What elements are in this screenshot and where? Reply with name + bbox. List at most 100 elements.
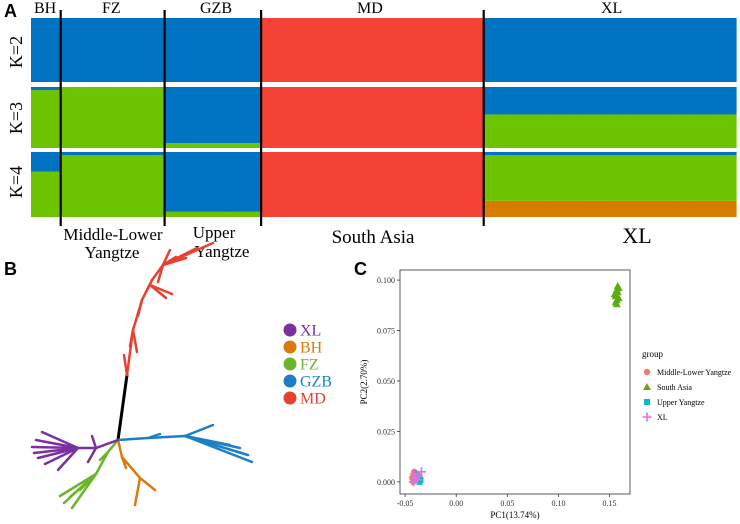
admixture-bar-k4-fz-green [134, 155, 143, 217]
admixture-bar-k3-xl-green [572, 114, 581, 148]
pca-legend-marker [643, 383, 651, 390]
admixture-bar-k3-gzb-green [172, 143, 181, 148]
admixture-bar-k4-xl-green [698, 155, 707, 201]
pca-legend-title: group [642, 349, 663, 359]
admixture-bar-k4-md-red [261, 152, 270, 217]
admixture-bar-k4-xl-blue [595, 152, 604, 156]
admixture-bar-k4-md-red [394, 152, 403, 217]
admixture-bar-k2-md-red [394, 18, 403, 82]
admixture-bar-k4-xl-orange [661, 200, 670, 217]
admixture-bar-k4-md-red [357, 152, 366, 217]
admixture-bar-k4-xl-orange [498, 200, 507, 217]
admixture-bar-k4-xl-orange [550, 200, 559, 217]
admixture-bar-k4-gzb-blue [223, 152, 232, 212]
admixture-bar-k3-xl-blue [498, 87, 507, 115]
admixture-bar-k3-md-red [350, 87, 359, 148]
admixture-bar-k4-gzb-blue [246, 152, 255, 212]
admixture-bar-k2-xl-blue [520, 18, 529, 82]
admixture-bar-k3-fz-green [112, 87, 121, 148]
pca-legend-label: Upper Yangtze [657, 398, 705, 407]
admixture-bar-k3-xl-green [654, 114, 663, 148]
admixture-bar-k4-xl-blue [491, 152, 500, 156]
admixture-bar-k4-md-red [305, 152, 314, 217]
admixture-bar-k4-fz-green [112, 155, 121, 217]
admixture-bar-k2-xl-blue [698, 18, 707, 82]
admixture-bar-k3-xl-green [706, 114, 715, 148]
admixture-bar-k3-bh-blue [45, 87, 54, 91]
x-tick-label: 0.15 [603, 499, 617, 508]
admixture-bar-k4-md-red [313, 152, 322, 217]
admixture-bar-k2-gzb-blue [172, 18, 181, 82]
admixture-bar-k3-md-red [461, 87, 470, 148]
admixture-bar-k4-gzb-blue [216, 152, 225, 212]
admixture-bar-k2-md-red [424, 18, 433, 82]
admixture-bar-k3-xl-blue [691, 87, 700, 115]
admixture-bar-k4-xl-green [557, 155, 566, 201]
admixture-bar-k4-xl-green [513, 155, 522, 201]
admixture-bar-k4-xl-blue [543, 152, 552, 156]
admixture-bar-k3-bh-blue [53, 87, 62, 91]
admixture-bar-k2-xl-blue [632, 18, 641, 82]
admixture-bar-k4-xl-orange [646, 200, 655, 217]
admixture-bar-k2-gzb-blue [179, 18, 188, 82]
admixture-bar-k4-xl-blue [498, 152, 507, 156]
admixture-bar-k4-xl-green [721, 155, 730, 201]
admixture-bar-k4-xl-blue [706, 152, 715, 156]
y-tick-label: 0.050 [377, 377, 395, 386]
admixture-bar-k2-md-red [335, 18, 344, 82]
admixture-bar-k3-xl-blue [646, 87, 655, 115]
admixture-bar-k2-xl-blue [691, 18, 700, 82]
tree-clade-gzb [116, 423, 254, 464]
admixture-bar-k3-md-red [424, 87, 433, 148]
admixture-bar-k4-xl-green [535, 155, 544, 201]
legend-dot-gzb [283, 374, 297, 388]
admixture-bar-k4-md-red [327, 152, 336, 217]
admixture-bar-k3-gzb-blue [231, 87, 240, 144]
admixture-bar-k4-xl-blue [483, 152, 492, 156]
admixture-bar-k3-fz-green [127, 87, 136, 148]
admixture-bar-k3-xl-green [520, 114, 529, 148]
admixture-bar-k3-xl-green [483, 114, 492, 148]
admixture-bar-k3-xl-blue [661, 87, 670, 115]
admixture-bar-k3-md-red [431, 87, 440, 148]
admixture-bar-k4-gzb-green [223, 211, 232, 217]
admixture-bar-k2-xl-blue [580, 18, 589, 82]
admixture-bar-k4-xl-blue [520, 152, 529, 156]
admixture-bar-k3-xl-blue [684, 87, 693, 115]
admixture-bar-k3-fz-green [149, 87, 158, 148]
admixture-bar-k4-md-red [424, 152, 433, 217]
tree-trunk [116, 373, 129, 442]
admixture-bar-k4-xl-green [483, 155, 492, 201]
admixture-bar-k3-gzb-blue [216, 87, 225, 144]
admixture-bar-k3-gzb-green [186, 143, 195, 148]
admixture-bar-k2-xl-blue [483, 18, 492, 82]
admixture-bar-k4-gzb-blue [194, 152, 203, 212]
admixture-bar-k3-xl-green [491, 114, 500, 148]
admixture-bar-k2-md-red [402, 18, 411, 82]
admixture-bar-k2-xl-blue [602, 18, 611, 82]
admixture-bar-k3-gzb-blue [223, 87, 232, 144]
admixture-bar-k3-xl-blue [676, 87, 685, 115]
admixture-bar-k3-md-red [364, 87, 373, 148]
admixture-bar-k3-fz-green [105, 87, 114, 148]
admixture-bar-k4-xl-green [684, 155, 693, 201]
admixture-bar-k3-xl-green [632, 114, 641, 148]
data-point [412, 475, 422, 485]
admixture-bar-k4-gzb-blue [186, 152, 195, 212]
admixture-bar-k3-xl-green [580, 114, 589, 148]
admixture-bar-k4-xl-orange [632, 200, 641, 217]
admixture-bar-k2-gzb-blue [246, 18, 255, 82]
admixture-bar-k4-xl-orange [565, 200, 574, 217]
admixture-bar-k2-xl-blue [728, 18, 737, 82]
admixture-bar-k3-md-red [476, 87, 485, 148]
admixture-bar-k4-xl-orange [684, 200, 693, 217]
admixture-bar-k3-xl-blue [505, 87, 514, 115]
admixture-bar-k4-md-red [446, 152, 455, 217]
admixture-bar-k4-xl-orange [520, 200, 529, 217]
admixture-bar-k4-xl-blue [639, 152, 648, 156]
admixture-bar-k4-gzb-blue [172, 152, 181, 212]
admixture-bar-k2-fz-blue [75, 18, 84, 82]
admixture-bar-k2-gzb-blue [164, 18, 173, 82]
admixture-bar-k3-xl-green [684, 114, 693, 148]
admixture-bar-k3-xl-blue [698, 87, 707, 115]
